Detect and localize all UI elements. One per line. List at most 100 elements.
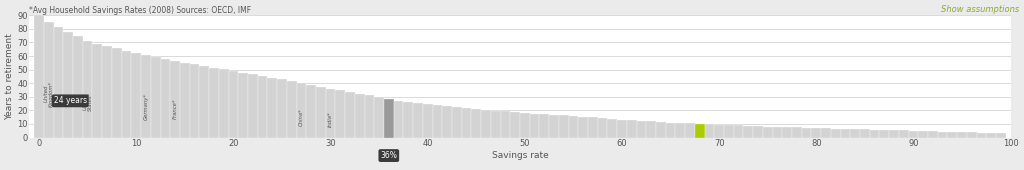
Bar [83, 41, 92, 138]
Bar [267, 78, 278, 138]
Bar [802, 128, 811, 138]
Bar [413, 103, 423, 138]
Bar [287, 81, 297, 138]
Bar [131, 53, 141, 138]
Bar [753, 126, 763, 138]
Bar [442, 106, 452, 138]
Bar [792, 128, 802, 138]
Bar [423, 104, 432, 138]
Bar [170, 61, 180, 138]
Bar [112, 48, 122, 138]
Bar [666, 123, 676, 138]
Bar [598, 118, 607, 138]
Bar [501, 112, 510, 138]
Bar [471, 109, 481, 138]
Text: China*: China* [299, 108, 304, 126]
Bar [869, 130, 880, 138]
Bar [180, 63, 189, 138]
Bar [763, 127, 772, 138]
Bar [811, 128, 821, 138]
Bar [957, 132, 967, 138]
Bar [365, 95, 374, 138]
Bar [889, 130, 899, 138]
Bar [354, 94, 365, 138]
Bar [306, 85, 316, 138]
Bar [63, 32, 73, 138]
Text: United
States*: United States* [82, 91, 93, 110]
Bar [141, 55, 151, 138]
Bar [772, 127, 782, 138]
Bar [938, 132, 947, 138]
Bar [996, 133, 1006, 138]
Bar [588, 117, 598, 138]
Bar [345, 92, 354, 138]
Bar [986, 133, 996, 138]
Bar [579, 117, 588, 138]
Bar [977, 133, 986, 138]
Text: France*: France* [173, 98, 177, 119]
Bar [637, 121, 646, 138]
Bar [733, 125, 743, 138]
Bar [297, 83, 306, 138]
Bar [549, 115, 559, 138]
Bar [122, 51, 131, 138]
Text: United
Kingdom*: United Kingdom* [43, 81, 54, 107]
Bar [676, 123, 685, 138]
Bar [151, 57, 161, 138]
Bar [860, 129, 869, 138]
Bar [53, 27, 63, 138]
Bar [258, 76, 267, 138]
Bar [724, 125, 733, 138]
Bar [452, 107, 462, 138]
Bar [432, 105, 442, 138]
Bar [743, 126, 753, 138]
Y-axis label: Years to retirement: Years to retirement [5, 33, 14, 120]
Bar [34, 15, 44, 138]
Bar [705, 124, 715, 138]
Bar [685, 123, 695, 138]
Bar [540, 114, 549, 138]
Bar [200, 66, 209, 138]
Bar [821, 128, 830, 138]
Bar [559, 115, 568, 138]
Bar [481, 110, 490, 138]
Text: India*: India* [328, 111, 333, 127]
Bar [850, 129, 860, 138]
Bar [919, 131, 928, 138]
Bar [73, 36, 83, 138]
Text: 24 years: 24 years [53, 96, 87, 105]
Bar [326, 89, 336, 138]
Bar [510, 112, 520, 138]
Bar [899, 130, 908, 138]
X-axis label: Savings rate: Savings rate [492, 151, 548, 160]
Bar [219, 69, 228, 138]
Bar [189, 64, 200, 138]
Bar [908, 131, 919, 138]
Bar [102, 46, 112, 138]
Bar [520, 113, 529, 138]
Bar [830, 129, 841, 138]
Text: Germany*: Germany* [143, 93, 148, 120]
Bar [403, 101, 413, 138]
Bar [490, 111, 501, 138]
Bar [393, 100, 403, 138]
Bar [529, 114, 540, 138]
Bar [841, 129, 850, 138]
Text: 36%: 36% [380, 151, 397, 160]
Bar [228, 71, 239, 138]
Bar [374, 97, 384, 138]
Bar [782, 127, 792, 138]
Bar [209, 68, 219, 138]
Bar [607, 119, 617, 138]
Bar [239, 73, 248, 138]
Bar [967, 132, 977, 138]
Bar [947, 132, 957, 138]
Bar [336, 90, 345, 138]
Bar [695, 124, 705, 138]
Text: *Avg Household Savings Rates (2008) Sources: OECD, IMF: *Avg Household Savings Rates (2008) Sour… [30, 6, 252, 15]
Bar [715, 125, 724, 138]
Bar [248, 74, 258, 138]
Bar [646, 122, 656, 138]
Bar [44, 22, 53, 138]
Bar [617, 120, 627, 138]
